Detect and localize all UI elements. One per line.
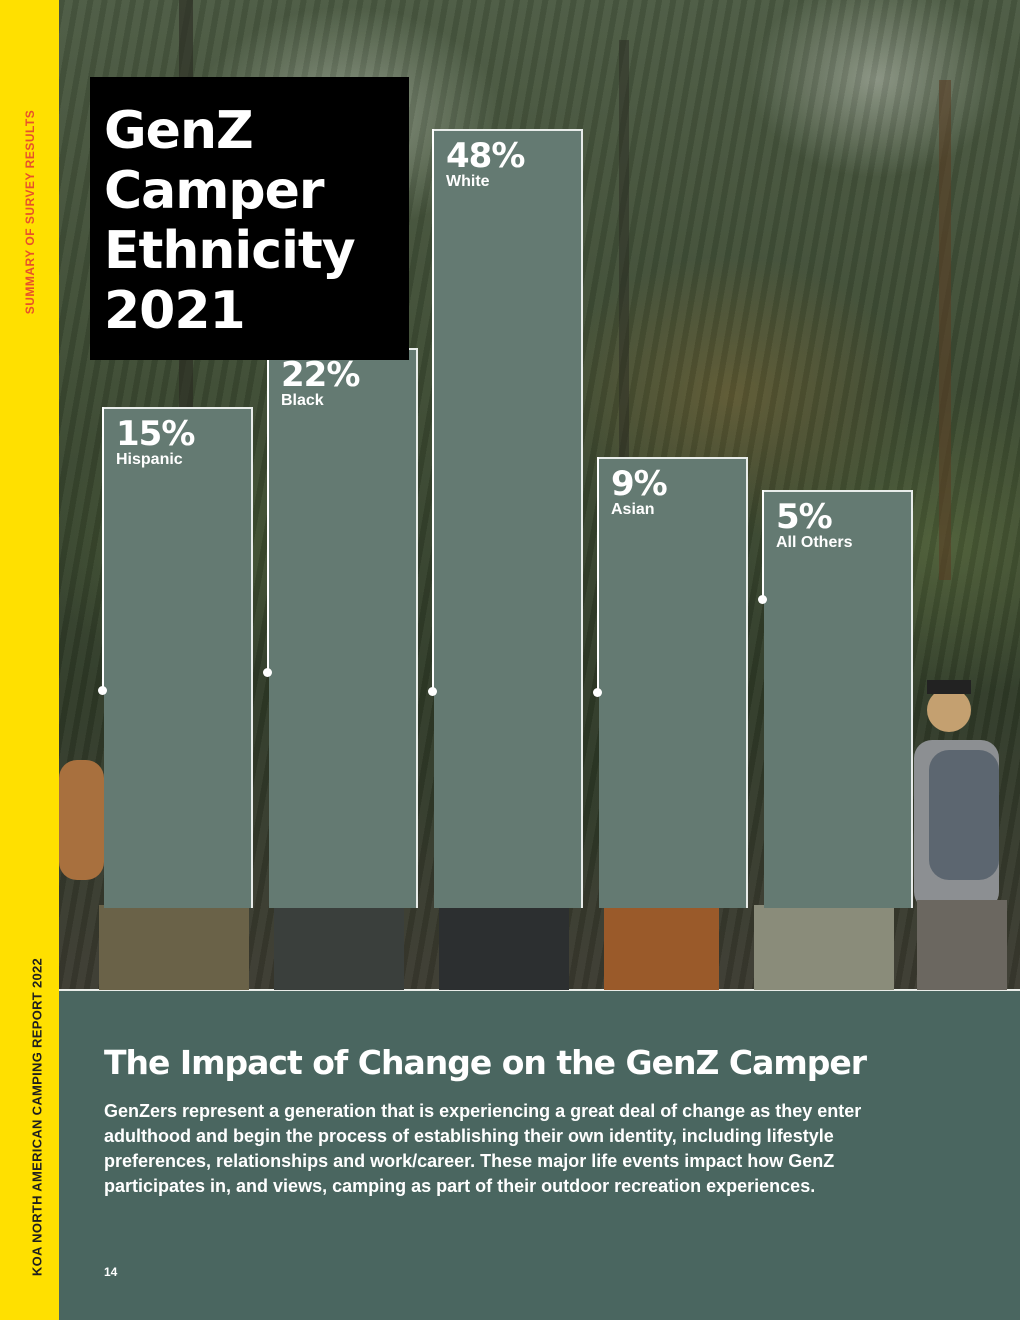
spine-report-title: KOA NORTH AMERICAN CAMPING REPORT 2022 [29,957,45,1277]
page-number: 14 [104,1265,118,1279]
yellow-spine: SUMMARY OF SURVEY RESULTS KOA NORTH AMER… [0,0,59,1320]
bar-white: 48% White [428,129,583,908]
bar-category-label: Black [281,392,324,409]
bar-value-label: 5% [776,497,833,537]
bar-indicator-dot [428,687,437,696]
chart-title-block: GenZ Camper Ethnicity 2021 [90,77,409,360]
bar-value-label: 22% [281,355,360,395]
title-line-4: 2021 [104,281,246,341]
bar-all-others: 5% All Others [758,490,913,908]
impact-section: The Impact of Change on the GenZ Camper … [59,991,1020,1320]
bar-value-label: 15% [116,414,195,454]
bar-indicator-dot [98,686,107,695]
bar-indicator-line [597,457,599,690]
bar-indicator-line [102,407,104,688]
section-heading: The Impact of Change on the GenZ Camper [104,1043,867,1082]
bar-category-label: All Others [776,534,853,551]
bar-value-label: 9% [611,464,668,504]
title-line-2: Camper [104,161,325,221]
title-line-1: GenZ [104,101,254,161]
hikers-illustration [59,0,1007,990]
bar-indicator-line [432,129,434,689]
title-line-3: Ethnicity [104,221,356,281]
photo-divider [59,989,1020,991]
bar-asian: 9% Asian [593,457,748,908]
bar-indicator-dot [263,668,272,677]
bar-category-label: Hispanic [116,451,183,468]
bar-category-label: Asian [611,501,655,518]
spine-section-label: SUMMARY OF SURVEY RESULTS [23,109,37,315]
bar-category-label: White [446,173,490,190]
bar-value-label: 48% [446,136,525,176]
section-body: GenZers represent a generation that is e… [104,1101,862,1196]
bar-black: 22% Black [263,348,418,908]
chart-title: GenZ Camper Ethnicity 2021 [104,101,356,341]
bar-indicator-dot [593,688,602,697]
bar-indicator-line [267,348,269,670]
bar-hispanic: 15% Hispanic [98,407,253,908]
bar-indicator-dot [758,595,767,604]
bar-indicator-line [762,490,764,597]
